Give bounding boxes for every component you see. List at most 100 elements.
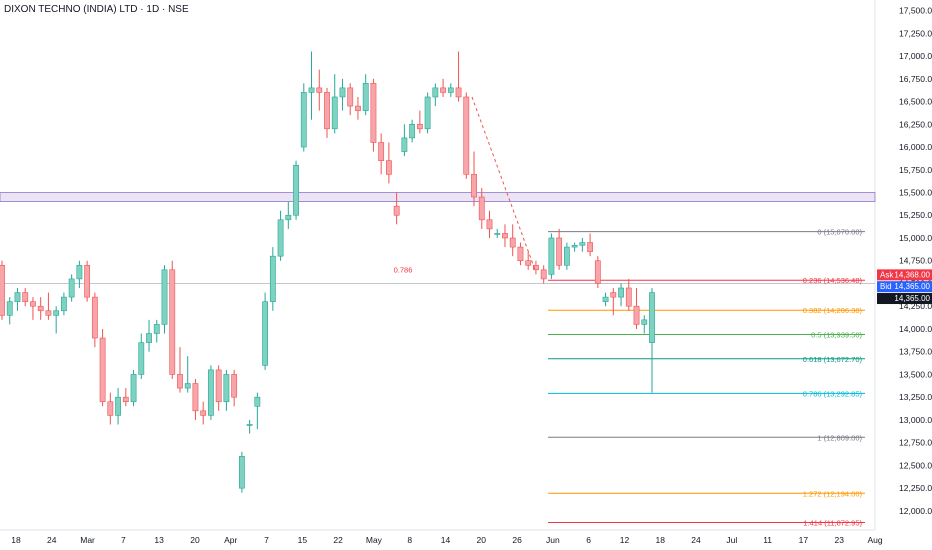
candle-body	[517, 246, 524, 262]
x-tick-label: May	[366, 535, 383, 545]
candle-body	[409, 123, 416, 139]
candle-body	[347, 87, 354, 107]
x-tick-label: Aug	[867, 535, 882, 545]
x-tick-label: Apr	[224, 535, 237, 545]
y-tick-label: 16,750.00	[899, 74, 932, 84]
y-tick-label: 13,750.00	[899, 347, 932, 357]
candle-body	[556, 237, 563, 266]
candle-body	[362, 83, 369, 111]
candle-body	[610, 292, 617, 298]
x-tick-label: Jul	[726, 535, 737, 545]
candle-body	[370, 83, 377, 143]
candle-body	[200, 410, 207, 416]
fib-level-label: 0.5 (13,939.50)	[811, 331, 862, 340]
candle-body	[61, 296, 67, 312]
chart-title: DIXON TECHNO (INDIA) LTD · 1D · NSE	[4, 4, 189, 15]
candle-body	[641, 319, 648, 325]
y-tick-label: 16,250.00	[899, 119, 932, 129]
candle-body	[208, 369, 214, 416]
candle-body	[463, 96, 470, 175]
candle-body	[424, 96, 431, 130]
fib-level-label: 0 (15,070.00)	[817, 228, 862, 237]
x-tick-label: 24	[47, 535, 57, 545]
candle-body	[471, 174, 477, 198]
x-tick-label: 11	[763, 535, 772, 545]
x-tick-label: 15	[298, 535, 308, 545]
y-tick-label: 15,500.00	[899, 187, 932, 197]
candle-body	[30, 301, 36, 307]
candle-body	[215, 369, 222, 403]
candle-body	[184, 383, 191, 389]
x-tick-label: 18	[656, 535, 666, 545]
x-tick-label: Jun	[546, 535, 560, 545]
candle-body	[579, 242, 586, 246]
candle-body	[130, 374, 137, 403]
candle-body	[22, 292, 29, 302]
candle-body	[571, 244, 578, 248]
candle-body	[331, 96, 338, 130]
candle-body	[594, 260, 601, 284]
price-tag-label: Ask	[880, 270, 894, 279]
candle-body	[455, 87, 462, 98]
y-tick-label: 17,000.00	[899, 51, 932, 61]
fib-level-label: 0.786 (13,292.85)	[803, 389, 863, 398]
x-tick-label: 23	[834, 535, 844, 545]
x-tick-label: 22	[333, 535, 343, 545]
y-tick-label: 14,250.00	[899, 301, 932, 311]
candle-body	[138, 342, 145, 375]
candle-body	[633, 305, 640, 325]
y-tick-label: 15,750.00	[899, 165, 932, 175]
y-tick-label: 16,000.00	[899, 142, 932, 152]
candle-body	[91, 296, 98, 339]
candle-body	[177, 374, 183, 389]
annotation-label: 0.786	[394, 266, 413, 275]
candle-body	[447, 87, 454, 93]
candle-body	[223, 374, 230, 403]
x-tick-label: 7	[264, 535, 269, 545]
y-tick-label: 12,250.00	[899, 483, 932, 493]
candle-body	[649, 292, 655, 343]
candle-body	[14, 292, 21, 302]
price-tag-value: 14,368.00	[894, 270, 930, 279]
y-tick-label: 15,250.00	[899, 210, 932, 220]
x-tick-label: 12	[620, 535, 630, 545]
price-tag-label: Bid	[880, 282, 892, 291]
candle-body	[525, 260, 532, 266]
candle-body	[618, 287, 624, 298]
candle-body	[587, 242, 593, 252]
candle-body	[509, 237, 516, 248]
trend-line	[471, 96, 536, 270]
candle-body	[393, 205, 400, 216]
candle-body	[122, 396, 129, 403]
candle-body	[53, 310, 60, 316]
candle-body	[254, 396, 261, 407]
candle-body	[478, 196, 485, 221]
x-tick-label: 20	[190, 535, 200, 545]
candle-body	[153, 324, 160, 334]
candle-body	[68, 278, 75, 298]
price-tag-value: 14,365.00	[894, 294, 930, 303]
candle-body	[107, 401, 114, 416]
y-tick-label: 15,000.00	[899, 233, 932, 243]
fib-level-label: 0.236 (14,536.48)	[803, 276, 863, 285]
candle-body	[308, 87, 315, 93]
candle-body	[99, 337, 106, 403]
candle-body	[169, 269, 176, 375]
candle-body	[602, 296, 609, 302]
candle-body	[231, 374, 238, 398]
y-tick-label: 13,250.00	[899, 392, 932, 402]
candle-body	[146, 333, 152, 343]
candle-body	[277, 219, 284, 257]
candle-body	[502, 233, 508, 239]
candle-body	[625, 287, 632, 307]
candle-body	[84, 264, 91, 298]
candle-body	[0, 264, 5, 316]
x-tick-label: 6	[586, 535, 591, 545]
candle-body	[416, 123, 423, 130]
x-tick-label: Mar	[80, 535, 95, 545]
candle-body	[37, 305, 44, 312]
y-tick-label: 12,500.00	[899, 460, 932, 470]
candle-body	[432, 87, 439, 98]
y-tick-label: 14,000.00	[899, 324, 932, 334]
